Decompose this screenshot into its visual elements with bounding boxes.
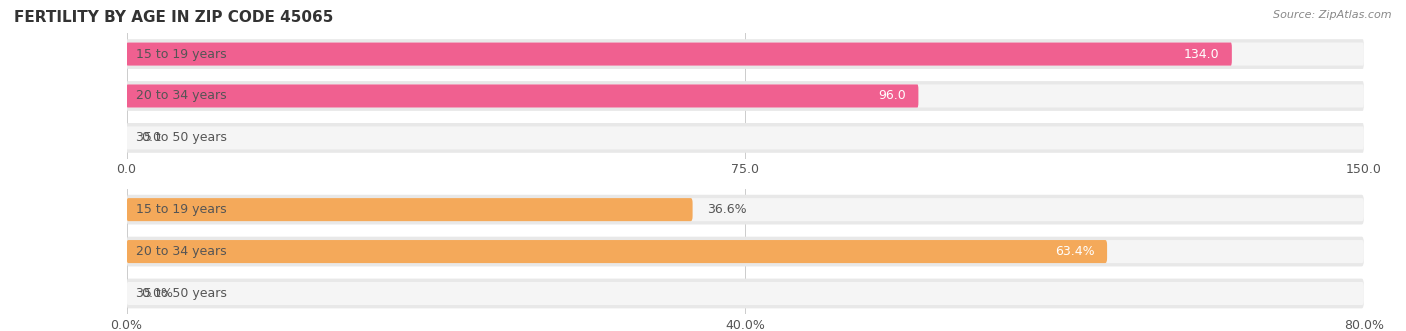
FancyBboxPatch shape [127,279,1364,308]
Text: 35 to 50 years: 35 to 50 years [136,131,228,144]
Text: 20 to 34 years: 20 to 34 years [136,245,226,258]
FancyBboxPatch shape [127,195,1364,224]
Text: 63.4%: 63.4% [1054,245,1095,258]
Text: 0.0%: 0.0% [142,287,173,300]
Text: 96.0: 96.0 [879,89,905,103]
FancyBboxPatch shape [127,126,1364,150]
FancyBboxPatch shape [127,240,1364,263]
FancyBboxPatch shape [127,39,1364,69]
FancyBboxPatch shape [127,198,1364,221]
Text: 35 to 50 years: 35 to 50 years [136,287,228,300]
FancyBboxPatch shape [127,198,693,221]
FancyBboxPatch shape [127,42,1364,66]
FancyBboxPatch shape [127,84,918,108]
FancyBboxPatch shape [127,123,1364,153]
Text: FERTILITY BY AGE IN ZIP CODE 45065: FERTILITY BY AGE IN ZIP CODE 45065 [14,10,333,25]
Text: Source: ZipAtlas.com: Source: ZipAtlas.com [1274,10,1392,20]
FancyBboxPatch shape [127,84,1364,108]
FancyBboxPatch shape [127,42,1232,66]
Text: 36.6%: 36.6% [707,203,747,216]
FancyBboxPatch shape [127,282,1364,305]
FancyBboxPatch shape [127,237,1364,266]
Text: 0.0: 0.0 [142,131,162,144]
Text: 20 to 34 years: 20 to 34 years [136,89,226,103]
Text: 15 to 19 years: 15 to 19 years [136,48,226,61]
FancyBboxPatch shape [127,81,1364,111]
FancyBboxPatch shape [127,240,1107,263]
Text: 15 to 19 years: 15 to 19 years [136,203,226,216]
Text: 134.0: 134.0 [1184,48,1219,61]
